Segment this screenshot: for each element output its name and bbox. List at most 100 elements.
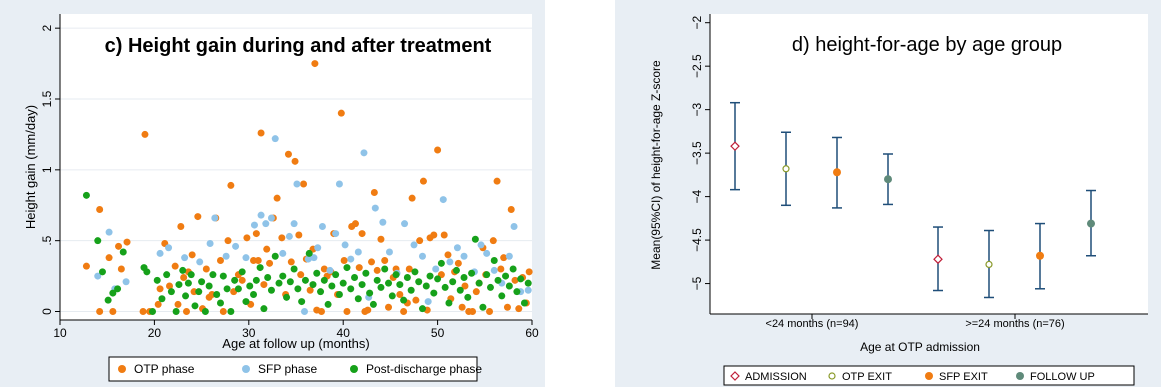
chart-d-plot-area (710, 14, 1148, 314)
chart-c-point-3 (434, 275, 442, 283)
chart-c-point-3 (283, 293, 291, 301)
chart-d-mean-marker (782, 165, 790, 173)
chart-c-point-2 (222, 252, 230, 260)
chart-c-point-2 (332, 230, 340, 238)
chart-c-point-3 (468, 269, 476, 277)
chart-c-ytick-label: 2 (40, 25, 54, 32)
chart-c-xtick-label: 40 (337, 326, 351, 340)
chart-c-point-3 (498, 292, 506, 300)
chart-d-legend-marker (828, 372, 836, 380)
chart-c-point-3 (418, 305, 426, 313)
chart-c-point-1 (227, 181, 235, 189)
chart-c-point-3 (98, 268, 106, 276)
chart-c-point-3 (502, 272, 510, 280)
chart-c-point-3 (456, 286, 464, 294)
chart-c-point-1 (434, 146, 442, 154)
chart-c-legend-label: Post-discharge phase (366, 362, 482, 376)
chart-c-point-2 (250, 221, 258, 229)
chart-c-point-2 (460, 252, 468, 260)
chart-c-point-3 (320, 276, 328, 284)
chart-c-point-1 (497, 265, 505, 273)
chart-c-axes (55, 14, 533, 325)
chart-c-point-1 (123, 238, 131, 246)
chart-c-point-3 (187, 271, 195, 279)
chart-c-point-3 (520, 299, 528, 307)
chart-c-point-3 (153, 276, 161, 284)
chart-c-point-3 (415, 278, 423, 286)
chart-c-point-1 (430, 231, 438, 239)
chart-c-legend-marker (350, 365, 358, 373)
chart-c-point-2 (211, 214, 219, 222)
chart-c-point-3 (452, 266, 460, 274)
chart-c-point-2 (285, 232, 293, 240)
chart-d-mean-marker (1087, 219, 1095, 228)
chart-d-mean-marker (985, 260, 993, 269)
chart-c-point-3 (305, 249, 313, 257)
chart-c-point-1 (254, 257, 262, 264)
chart-c-point-3 (294, 285, 302, 293)
chart-d-legend-marker (1016, 372, 1024, 380)
chart-c-point-3 (449, 278, 457, 286)
chart-c-point-1 (188, 251, 196, 259)
chart-c-point-2 (304, 255, 312, 263)
chart-d-legend-label: ADMISSION (745, 371, 807, 383)
chart-c-point-2 (477, 241, 485, 249)
chart-c-point-1 (343, 308, 351, 315)
chart-c-point-1 (373, 266, 381, 274)
chart-c-point-2 (267, 214, 275, 222)
chart-d-legend-label: SFP EXIT (939, 371, 988, 383)
chart-d-axes (705, 14, 1148, 319)
chart-c-point-3 (104, 296, 112, 304)
chart-c-point-3 (479, 303, 487, 311)
chart-c-point-3 (524, 279, 532, 287)
chart-c-point-3 (430, 289, 438, 297)
chart-c-point-3 (385, 279, 393, 287)
chart-c-point-1 (385, 303, 393, 311)
chart-c-point-3 (490, 257, 498, 264)
chart-c-point-3 (483, 271, 491, 279)
chart-c-point-3 (441, 283, 449, 291)
chart-c-point-3 (332, 271, 340, 279)
chart-c-point-2 (505, 252, 513, 260)
chart-c-legend-marker (118, 365, 126, 373)
chart-c-point-2 (483, 249, 491, 257)
chart-c-point-3 (172, 308, 180, 315)
chart-c-point-3 (324, 300, 332, 308)
chart-c-point-2 (105, 228, 113, 236)
chart-c-point-2 (122, 278, 130, 286)
chart-d-xlabel: Age at OTP admission (860, 340, 980, 354)
chart-c-xlabel: Age at follow up (months) (222, 336, 369, 351)
chart-c-tick-labels: 0 .5 1 1.5 2 10 20 30 40 50 60 (40, 25, 539, 340)
chart-c-point-2 (94, 272, 102, 280)
chart-c-point-3 (149, 308, 157, 315)
chart-c-point-2 (424, 298, 432, 306)
chart-c-point-1 (444, 251, 452, 259)
chart-c-point-1 (284, 150, 292, 158)
chart-c-point-1 (273, 194, 281, 202)
chart-c-point-1 (368, 258, 376, 266)
chart-d-legend: ADMISSION OTP EXIT SFP EXIT FOLLOW UP (723, 365, 1135, 386)
chart-c-points (82, 60, 533, 315)
chart-d-ytick-label: −5 (690, 276, 704, 290)
chart-c-point-1 (295, 231, 303, 239)
chart-c-point-1 (109, 308, 117, 315)
chart-c-ytick-label: .5 (40, 235, 54, 245)
chart-c-point-2 (335, 180, 343, 188)
chart-c-point-1 (503, 303, 511, 311)
chart-c-point-3 (377, 283, 385, 291)
chart-c-point-3 (219, 272, 227, 280)
chart-c-point-2 (181, 254, 189, 262)
chart-c-point-2 (385, 248, 393, 256)
chart-c-point-2 (446, 258, 454, 266)
chart-c-point-3 (275, 279, 283, 287)
chart-c-xtick-label: 30 (242, 326, 256, 340)
chart-c-point-3 (422, 282, 430, 290)
chart-c-point-1 (260, 281, 268, 289)
chart-c-point-3 (201, 308, 209, 315)
chart-c-xtick-label: 60 (525, 326, 539, 340)
chart-c-point-2 (156, 249, 164, 257)
chart-d-mean-marker (1036, 251, 1044, 260)
chart-c-point-3 (109, 289, 117, 297)
chart-c-point-2 (360, 149, 368, 157)
chart-d-mean-marker (884, 175, 892, 184)
